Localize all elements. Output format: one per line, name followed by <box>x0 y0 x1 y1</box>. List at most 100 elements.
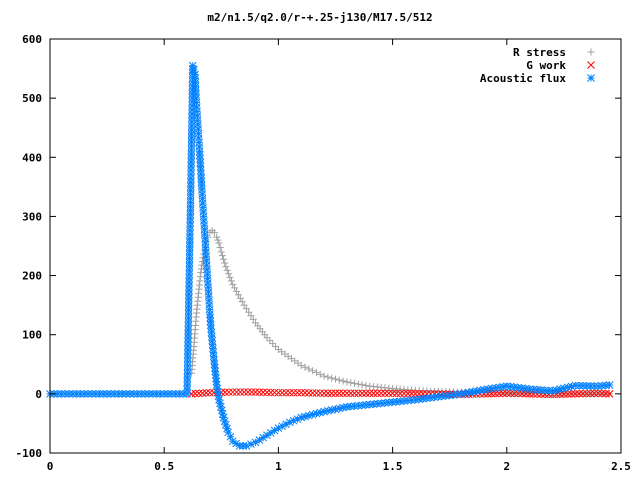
data-point <box>491 389 500 398</box>
data-point <box>171 390 180 398</box>
legend-label: G work <box>526 59 566 72</box>
data-point <box>221 259 229 267</box>
data-point <box>232 388 241 396</box>
axis-ticks: 0 0.5 1 1.5 2 2.5 -100 0 100 200 300 400 500 600 <box>16 33 631 473</box>
data-point <box>335 389 344 398</box>
data-point <box>215 239 223 247</box>
data-point <box>68 390 77 398</box>
y-tick-label: 500 <box>22 92 42 105</box>
data-point <box>91 390 100 398</box>
x-tick-label: 1.5 <box>383 460 403 473</box>
data-point <box>396 389 405 398</box>
data-point <box>582 389 591 398</box>
data-point <box>328 374 336 382</box>
data-point <box>266 388 275 397</box>
data-point <box>309 367 317 375</box>
data-point <box>263 334 271 342</box>
data-point <box>195 389 203 398</box>
data-point <box>502 389 511 398</box>
legend-marker <box>587 48 595 56</box>
data-point <box>282 388 290 397</box>
data-point <box>266 337 274 345</box>
data-point <box>289 388 298 397</box>
data-point <box>259 388 268 397</box>
x-tick-label: 1 <box>275 460 282 473</box>
data-point <box>238 298 246 306</box>
data-point <box>331 389 340 398</box>
data-point <box>506 389 515 398</box>
data-point <box>236 294 244 302</box>
data-point <box>510 389 519 398</box>
data-point <box>339 389 347 398</box>
data-point <box>586 382 595 390</box>
data-point <box>274 388 283 397</box>
data-point <box>403 389 412 398</box>
data-point <box>206 310 214 318</box>
data-point <box>233 287 241 295</box>
data-point <box>351 379 359 387</box>
data-point <box>590 382 599 390</box>
data-point <box>518 389 526 398</box>
data-point <box>332 375 339 383</box>
data-point <box>213 233 221 241</box>
data-point <box>407 389 416 398</box>
data-point <box>285 388 294 397</box>
series-acoustic-flux <box>46 61 614 450</box>
y-tick-label: 400 <box>22 151 42 164</box>
data-point <box>285 418 294 427</box>
data-point <box>202 389 211 397</box>
data-point <box>210 363 219 372</box>
data-point <box>247 388 256 396</box>
data-point <box>210 360 219 369</box>
data-point <box>358 389 367 398</box>
data-point <box>415 390 424 398</box>
data-point <box>228 388 237 396</box>
y-tick-label: 300 <box>22 210 42 223</box>
data-point <box>362 389 370 398</box>
data-point <box>234 291 242 299</box>
data-point <box>586 389 595 398</box>
data-point <box>571 390 580 398</box>
data-point <box>245 308 253 316</box>
y-tick-label: 600 <box>22 33 42 46</box>
data-point <box>191 389 200 398</box>
data-point <box>388 389 397 398</box>
data-point <box>210 228 218 236</box>
data-point <box>240 301 248 309</box>
data-point <box>590 389 599 398</box>
data-point <box>400 389 408 398</box>
data-point <box>216 243 224 251</box>
chart-title: m2/n1.5/q2.0/r-+.25-j130/M17.5/512 <box>207 11 432 24</box>
data-point <box>211 367 220 376</box>
data-point <box>343 378 351 386</box>
legend-marker <box>587 74 595 82</box>
legend-label: Acoustic flux <box>480 72 566 85</box>
data-point <box>346 389 355 398</box>
data-point <box>206 388 214 397</box>
x-tick-label: 2 <box>503 460 510 473</box>
data-point <box>339 377 347 385</box>
data-point <box>320 389 328 398</box>
data-point <box>190 65 198 74</box>
data-point <box>358 381 366 389</box>
data-point <box>575 389 583 398</box>
y-tick-label: 0 <box>35 388 42 401</box>
data-point <box>184 326 193 334</box>
plot-area <box>46 61 614 450</box>
data-point <box>312 369 320 377</box>
data-point <box>381 389 389 398</box>
data-point <box>369 389 378 398</box>
data-point <box>362 381 370 389</box>
data-point <box>278 388 287 397</box>
data-point <box>392 389 401 398</box>
data-point <box>269 340 277 348</box>
data-point <box>312 389 321 397</box>
data-point <box>242 305 250 313</box>
data-point <box>293 388 302 397</box>
data-point <box>457 390 465 398</box>
data-point <box>110 390 119 398</box>
x-tick-label: 0.5 <box>154 460 174 473</box>
data-point <box>225 388 233 397</box>
